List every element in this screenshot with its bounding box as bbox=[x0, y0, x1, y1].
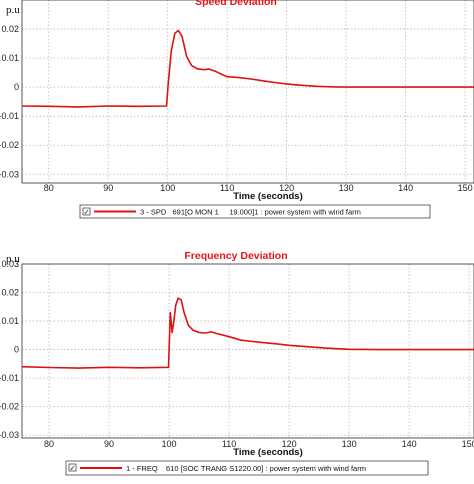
y-unit-label: p.u bbox=[6, 253, 20, 265]
y-tick-label: 0.01 bbox=[1, 316, 19, 326]
x-axis-title: Time (seconds) bbox=[233, 191, 303, 202]
y-tick-label: 0.03 bbox=[1, 259, 19, 269]
x-axis-title: Time (seconds) bbox=[233, 447, 303, 458]
y-tick-label: -0.01 bbox=[0, 111, 19, 121]
x-tick-label: 130 bbox=[342, 439, 357, 449]
y-tick-label: -0.02 bbox=[0, 402, 19, 412]
x-tick-label: 110 bbox=[220, 183, 234, 193]
chart-title: Speed Deviation bbox=[195, 0, 277, 8]
y-tick-label: -0.01 bbox=[0, 373, 19, 383]
y-tick-label: 0 bbox=[14, 345, 19, 355]
x-tick-label: 110 bbox=[222, 439, 236, 449]
x-tick-label: 120 bbox=[279, 183, 294, 193]
plot-area bbox=[22, 264, 474, 438]
y-tick-label: 0.02 bbox=[1, 288, 19, 298]
y-tick-label: 0 bbox=[14, 82, 19, 92]
plot-frame bbox=[21, 0, 474, 184]
legend-checkbox bbox=[82, 207, 91, 216]
series-line bbox=[21, 297, 474, 369]
x-tick-label: 90 bbox=[103, 183, 113, 193]
chart-1: -0.03 -0.02 -0.01 0 0.01 0.02 80 90 100 110 120 130… bbox=[0, 0, 474, 219]
x-tick-label: 140 bbox=[398, 183, 413, 193]
legend-checkmark-icon: ✓ bbox=[84, 208, 90, 217]
chart-2: -0.03 -0.02 -0.01 0 0.01 0.02 0.03 80 90 100 110 12… bbox=[0, 250, 474, 476]
plot-area bbox=[22, 0, 474, 183]
x-tick-label: 140 bbox=[402, 439, 417, 449]
x-tick-label: 120 bbox=[282, 439, 297, 449]
x-tick-label: 90 bbox=[104, 439, 114, 449]
y-tick-label: -0.03 bbox=[0, 169, 19, 179]
chart-title: Frequency Deviation bbox=[184, 250, 287, 262]
x-tick-label: 100 bbox=[160, 183, 175, 193]
y-tick-label: -0.02 bbox=[0, 140, 19, 150]
x-tick-label: 80 bbox=[44, 439, 54, 449]
x-tick-label: 150 bbox=[462, 439, 474, 449]
legend: ✓ 1 - FREQ 610 [SOC TRANG S1220.00] : pow… bbox=[65, 460, 429, 476]
x-tick-label: 100 bbox=[162, 439, 177, 449]
legend: ✓ 3 - SPD 691[O MON 1 19.000]1 : power sy… bbox=[79, 204, 431, 219]
x-tick-label: 80 bbox=[44, 183, 54, 193]
y-tick-label: 0.02 bbox=[1, 24, 19, 34]
legend-box bbox=[79, 204, 431, 219]
x-tick-label: 150 bbox=[458, 183, 473, 193]
legend-label: 3 - SPD 691[O MON 1 19.000]1 : power sys… bbox=[140, 207, 361, 216]
y-tick-label: 0.01 bbox=[1, 53, 19, 63]
legend-checkbox bbox=[68, 463, 77, 472]
x-tick-label: 130 bbox=[339, 183, 354, 193]
legend-checkmark-icon: ✓ bbox=[70, 464, 76, 473]
plot-frame bbox=[21, 263, 474, 439]
series-line bbox=[21, 29, 474, 108]
legend-box bbox=[65, 460, 429, 476]
legend-label: 1 - FREQ 610 [SOC TRANG S1220.00] : powe… bbox=[126, 464, 366, 473]
y-unit-label: p.u bbox=[6, 4, 20, 16]
y-tick-label: -0.03 bbox=[0, 430, 19, 440]
